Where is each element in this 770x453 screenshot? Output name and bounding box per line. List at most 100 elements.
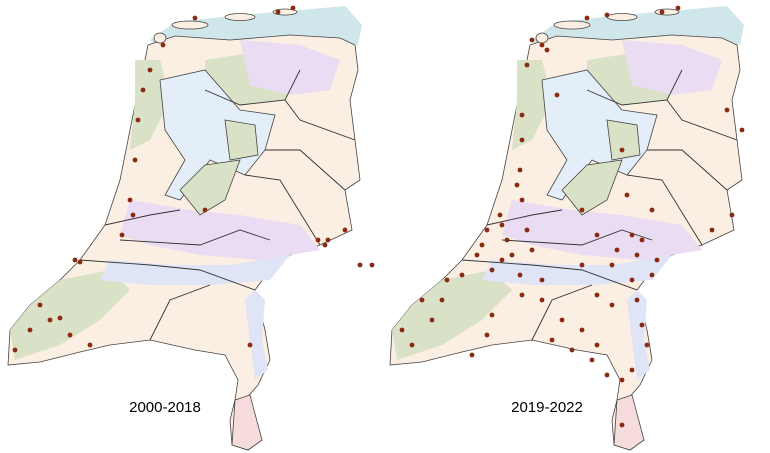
observation-dot: [709, 227, 715, 233]
observation-dot: [160, 42, 166, 48]
observation-dot: [609, 302, 615, 308]
observation-dot: [357, 262, 363, 268]
observation-dot: [579, 207, 585, 213]
period-label: 2000-2018: [129, 399, 201, 416]
observation-dot: [135, 117, 141, 123]
observation-dot: [604, 12, 610, 18]
observation-dot: [479, 242, 485, 248]
observation-dot: [529, 37, 535, 43]
observation-dot: [67, 332, 73, 338]
period-label: 2019-2022: [511, 399, 583, 416]
observation-dot: [539, 297, 545, 303]
observation-dot: [474, 252, 480, 258]
observation-dot: [584, 15, 590, 21]
observation-dot: [594, 342, 600, 348]
observation-dot: [609, 262, 615, 268]
observation-dot: [77, 259, 83, 265]
observation-dot: [315, 237, 321, 243]
observation-dot: [192, 15, 198, 21]
observation-dot: [147, 67, 153, 73]
observation-dot: [634, 297, 640, 303]
observation-dot: [604, 372, 610, 378]
observation-dot: [589, 357, 595, 363]
observation-dot: [489, 312, 495, 318]
observation-dot: [439, 297, 445, 303]
observation-dot: [619, 147, 625, 153]
observation-dot: [519, 197, 525, 203]
observation-dot: [247, 342, 253, 348]
observation-dot: [519, 112, 525, 118]
observation-dot: [87, 342, 93, 348]
observation-dot: [499, 257, 505, 263]
observation-dot: [497, 212, 503, 218]
observation-dots: [399, 5, 745, 428]
observation-dot: [594, 232, 600, 238]
observation-dot: [419, 297, 425, 303]
observation-dot: [489, 267, 495, 273]
observation-dot: [629, 232, 635, 238]
observation-dot: [72, 257, 78, 263]
observation-dot: [517, 272, 523, 278]
observation-dot: [539, 42, 545, 48]
observation-dot: [549, 337, 555, 343]
observation-dot: [517, 167, 523, 173]
observation-dot: [499, 222, 505, 228]
observation-dot: [649, 207, 655, 213]
observation-dot: [654, 257, 660, 263]
observation-dot: [644, 342, 650, 348]
observation-dot: [619, 422, 625, 428]
observation-dot: [729, 212, 735, 218]
observation-dot: [484, 227, 490, 233]
observation-dot: [559, 317, 565, 323]
observation-dot: [739, 127, 745, 133]
observation-dot: [399, 327, 405, 333]
observation-dot: [140, 87, 146, 93]
observation-dot: [579, 327, 585, 333]
observation-dot: [529, 247, 535, 253]
observation-dot: [619, 377, 625, 383]
observation-dot: [484, 332, 490, 338]
observation-dot: [569, 347, 575, 353]
observation-dots: [12, 5, 375, 353]
netherlands-map: [389, 5, 745, 451]
observation-dot: [544, 47, 550, 53]
observation-dot: [325, 237, 331, 243]
observation-dot: [132, 157, 138, 163]
observation-dot: [519, 292, 525, 298]
observation-dot: [37, 302, 43, 308]
observation-dot: [539, 277, 545, 283]
observation-dot: [429, 317, 435, 323]
observation-dot: [57, 315, 63, 321]
observation-dot: [47, 317, 53, 323]
observation-dot: [554, 92, 560, 98]
observation-dot: [444, 277, 450, 283]
observation-dot: [649, 272, 655, 278]
netherlands-map: [7, 5, 363, 451]
observation-dot: [579, 262, 585, 268]
observation-dot: [509, 252, 515, 258]
observation-dot: [659, 9, 665, 15]
observation-dot: [724, 107, 730, 113]
observation-dot: [514, 182, 520, 188]
observation-dot: [27, 327, 33, 333]
observation-dot: [639, 237, 645, 243]
observation-dot: [275, 9, 281, 15]
observation-dot: [322, 242, 328, 248]
observation-dot: [469, 352, 475, 358]
observation-dot: [614, 247, 620, 253]
observation-dot: [119, 232, 125, 238]
observation-dot: [629, 367, 635, 373]
observation-dot: [675, 5, 681, 11]
observation-dot: [624, 192, 630, 198]
observation-dot: [127, 197, 133, 203]
observation-dot: [524, 227, 530, 233]
observation-dot: [342, 227, 348, 233]
observation-dot: [524, 62, 530, 68]
observation-dot: [634, 252, 640, 258]
observation-dot: [130, 212, 136, 218]
observation-dot: [12, 347, 18, 353]
observation-dot: [519, 137, 525, 143]
map-2019-2022: 2019-2022: [389, 5, 745, 451]
observation-dot: [594, 292, 600, 298]
